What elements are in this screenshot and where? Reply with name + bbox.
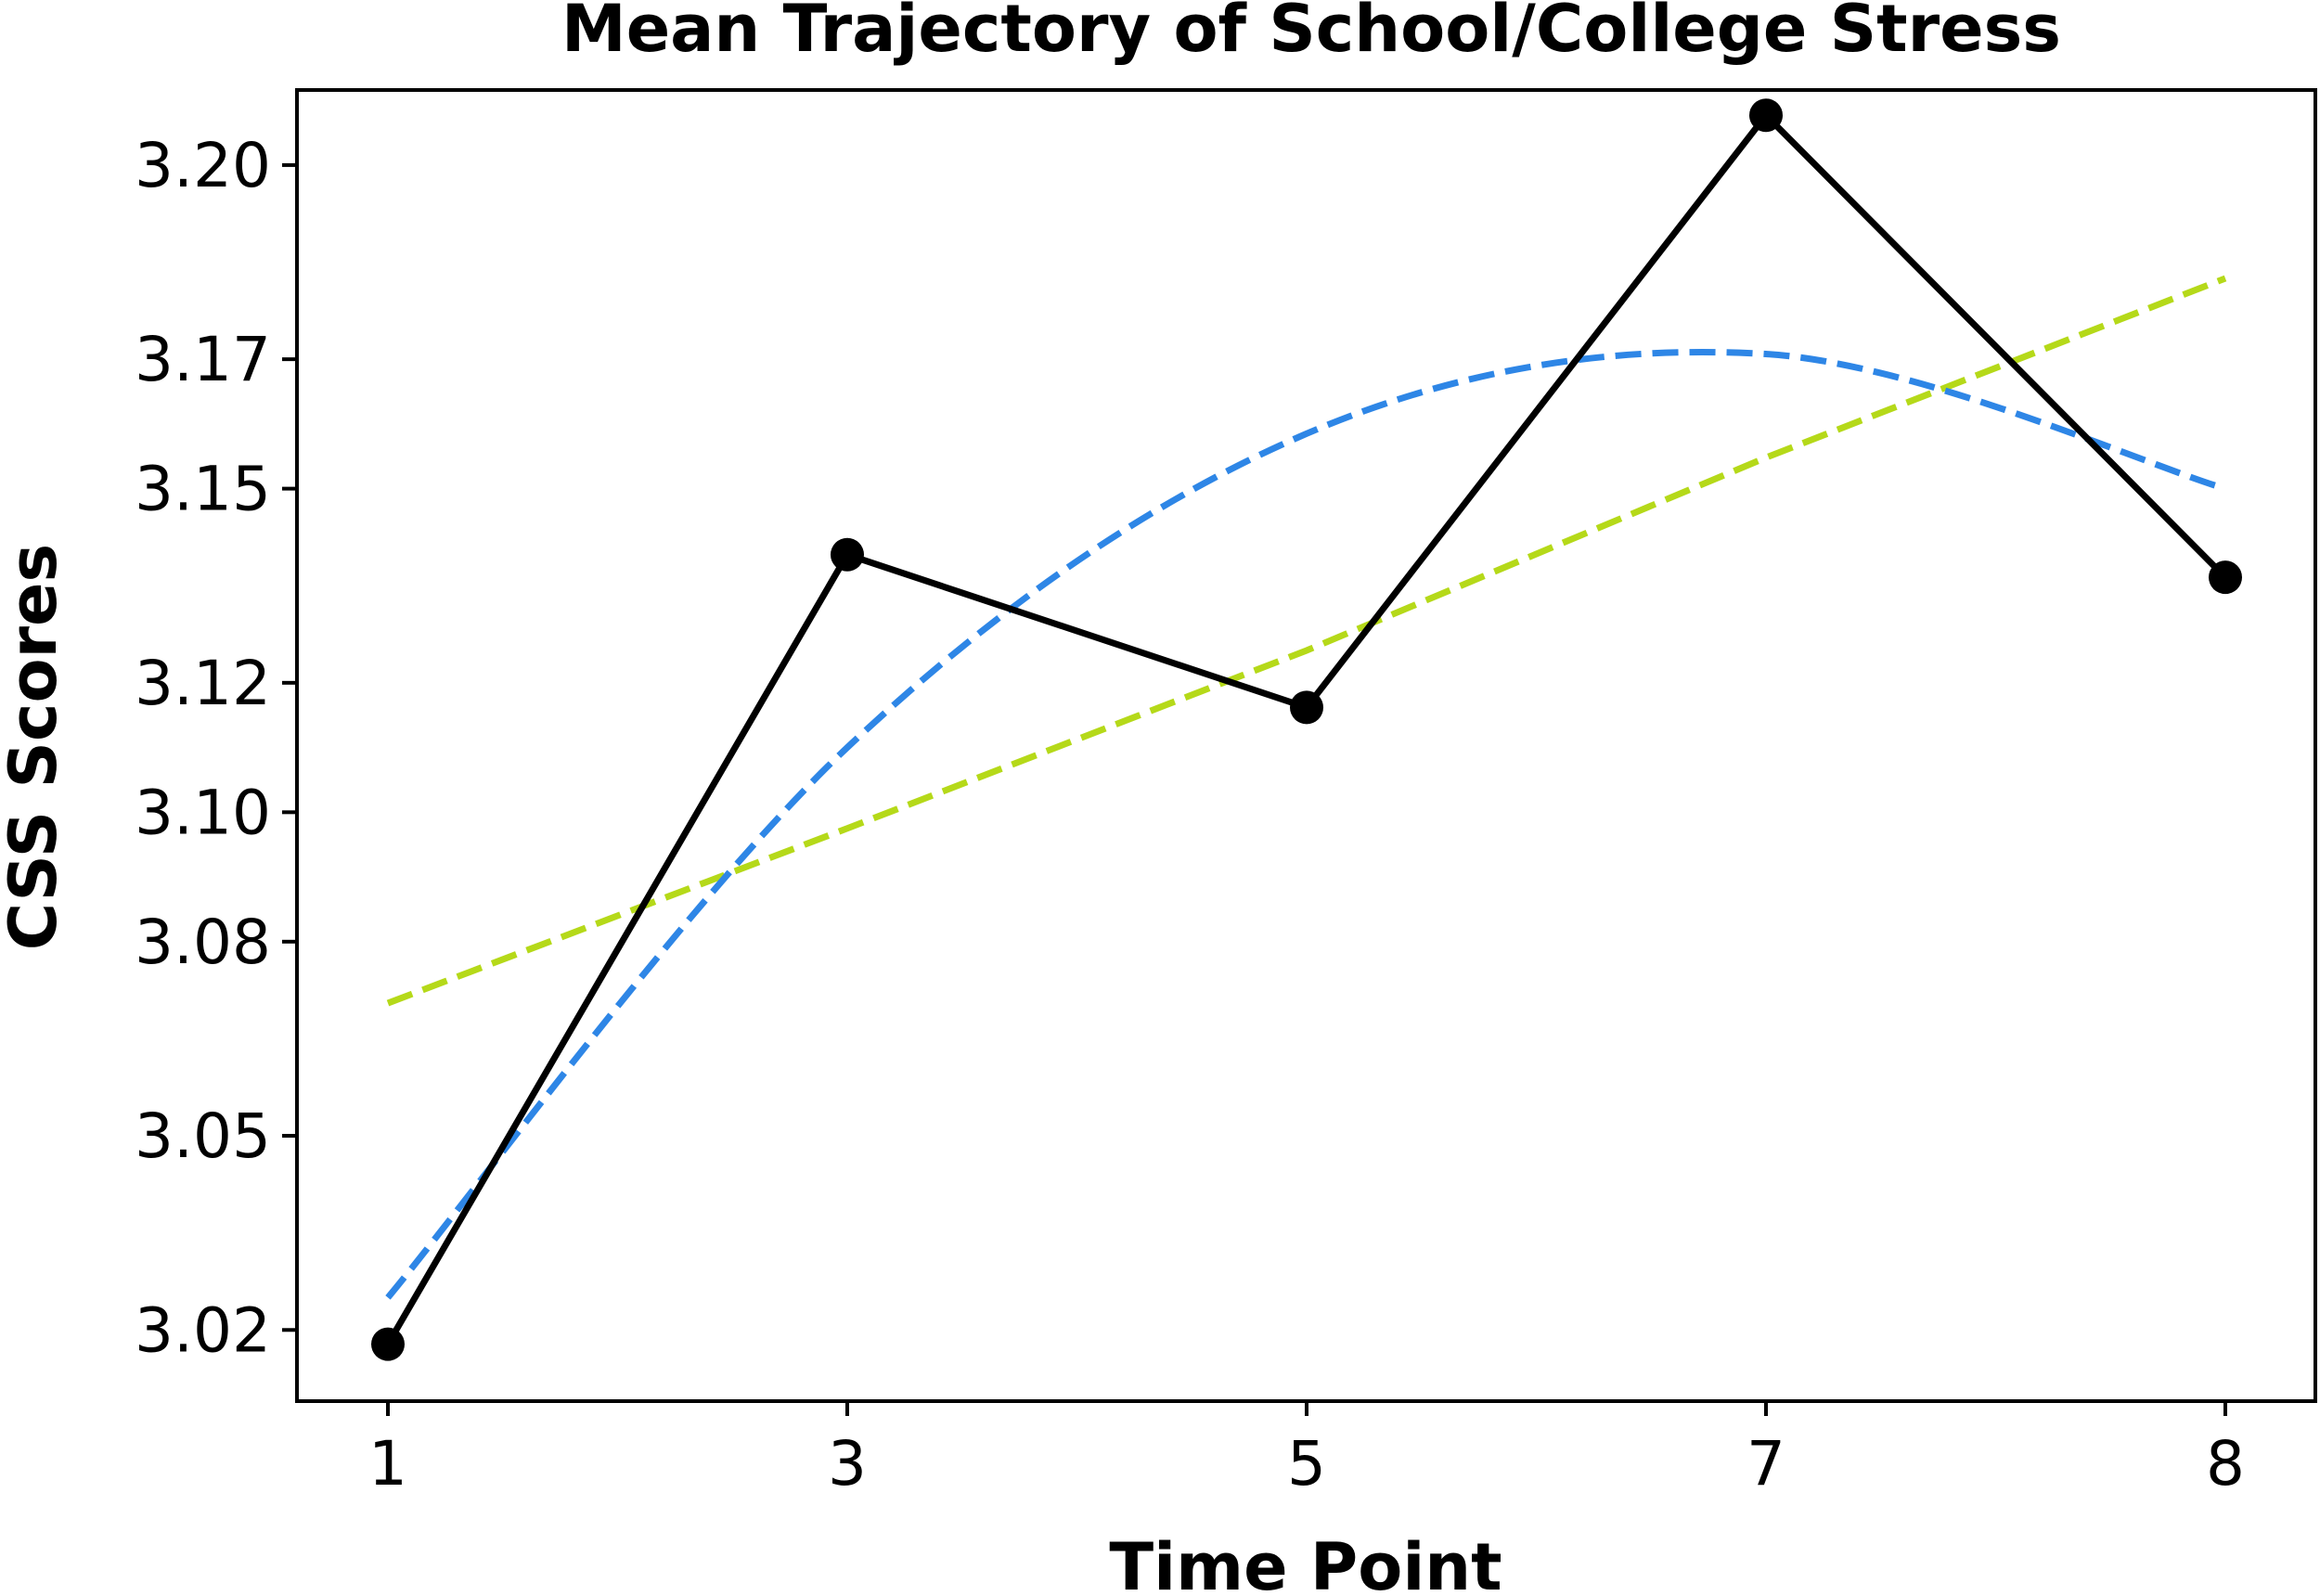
y-tick-label: 3.10 [135, 777, 271, 848]
series-observed-point [371, 1327, 405, 1361]
series-linear-fit-line [386, 275, 2227, 1007]
series-quadratic-fit-line [385, 348, 2226, 1300]
y-tick-label: 3.02 [135, 1294, 271, 1366]
x-axis: 1 3 5 7 8 [368, 1401, 2245, 1499]
y-tick-label: 3.08 [135, 907, 271, 978]
series-observed-point [1749, 98, 1783, 133]
y-tick-label: 3.15 [135, 454, 271, 525]
y-axis: 3.02 3.05 3.08 3.10 3.12 3.15 3.17 3.20 [135, 130, 297, 1366]
x-axis-label: Time Point [1109, 1529, 1502, 1596]
series-observed-point [831, 537, 864, 572]
x-tick-label: 3 [828, 1428, 867, 1499]
plot-area-frame [295, 88, 2317, 1403]
y-tick-label: 3.20 [135, 130, 271, 201]
y-axis-label: CSS Scores [0, 544, 71, 950]
series-observed-line [384, 109, 2228, 1346]
series-observed-point [1290, 690, 1323, 725]
y-tick-label: 3.17 [135, 324, 271, 395]
x-tick-label: 5 [1287, 1428, 1326, 1499]
series-layer [371, 98, 2242, 1361]
x-tick-label: 8 [2206, 1428, 2245, 1499]
series-observed-point [2209, 560, 2242, 595]
y-tick-label: 3.12 [135, 648, 271, 719]
x-tick-label: 7 [1746, 1428, 1785, 1499]
chart-title: Mean Trajectory of School/College Stress [561, 0, 2061, 67]
x-tick-label: 1 [368, 1428, 407, 1499]
y-tick-label: 3.05 [135, 1100, 271, 1172]
